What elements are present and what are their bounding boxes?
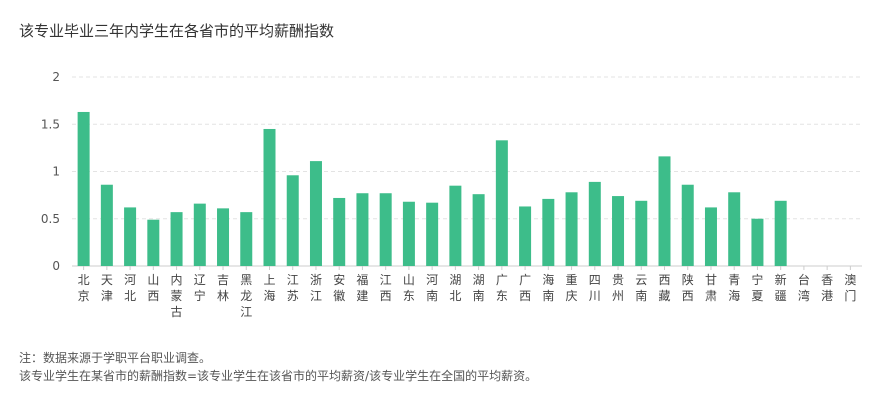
x-tick-label: 宁夏 bbox=[751, 272, 763, 303]
x-tick-label: 广东 bbox=[496, 273, 508, 303]
y-tick-label: 0 bbox=[52, 259, 60, 273]
bar bbox=[217, 208, 230, 266]
bar bbox=[774, 200, 787, 266]
x-tick-label: 海南 bbox=[542, 272, 554, 303]
x-tick-label: 福建 bbox=[356, 272, 368, 303]
x-tick-label: 北京 bbox=[78, 273, 90, 303]
y-tick-label: 1 bbox=[52, 165, 60, 179]
x-tick-label: 云南 bbox=[635, 273, 647, 303]
bar bbox=[240, 212, 253, 266]
bar bbox=[495, 140, 508, 266]
x-tick-label: 台湾 bbox=[798, 272, 810, 303]
x-tick-label: 湖南 bbox=[473, 272, 485, 303]
bar bbox=[170, 212, 183, 266]
bar bbox=[588, 181, 601, 266]
bar bbox=[124, 207, 137, 266]
bar bbox=[542, 198, 555, 266]
bar bbox=[728, 192, 741, 266]
x-tick-label: 内蒙古 bbox=[171, 273, 183, 319]
bar bbox=[309, 161, 322, 266]
x-tick-label: 湖北 bbox=[449, 272, 461, 303]
x-tick-label: 陕西 bbox=[682, 272, 694, 303]
bar bbox=[147, 219, 160, 266]
x-tick-label: 江西 bbox=[380, 273, 392, 303]
bar bbox=[449, 185, 462, 266]
bar bbox=[704, 207, 717, 266]
bar bbox=[635, 200, 648, 266]
x-tick-label: 四川 bbox=[589, 273, 601, 303]
bar bbox=[333, 197, 346, 266]
x-tick-label: 贵州 bbox=[612, 273, 624, 303]
chart-notes: 注：数据来源于学职平台职业调查。 该专业学生在某省市的薪酬指数=该专业学生在该省… bbox=[19, 349, 537, 385]
bar bbox=[100, 184, 113, 266]
x-tick-label: 河南 bbox=[426, 273, 438, 303]
note-source: 注：数据来源于学职平台职业调查。 bbox=[19, 351, 212, 365]
bar bbox=[612, 196, 625, 266]
bar bbox=[286, 175, 299, 266]
x-tick-label: 上海 bbox=[263, 273, 275, 303]
x-tick-label: 安徽 bbox=[333, 272, 345, 303]
x-tick-label: 青海 bbox=[728, 273, 740, 303]
x-tick-label: 广西 bbox=[519, 273, 531, 303]
bar bbox=[658, 156, 671, 266]
x-tick-label: 江苏 bbox=[287, 273, 299, 303]
x-tick-label: 吉林 bbox=[217, 273, 229, 303]
x-tick-label: 重庆 bbox=[566, 273, 578, 303]
bar bbox=[519, 206, 532, 266]
bar bbox=[356, 193, 369, 266]
y-tick-label: 0.5 bbox=[41, 212, 60, 226]
x-tick-label: 甘肃 bbox=[705, 273, 717, 303]
x-tick-label: 新疆 bbox=[775, 272, 787, 303]
bar bbox=[751, 218, 764, 266]
x-tick-label: 山西 bbox=[147, 273, 159, 303]
x-tick-label: 澳门 bbox=[844, 273, 856, 303]
y-tick-label: 1.5 bbox=[41, 117, 60, 131]
bar bbox=[472, 194, 485, 266]
x-tick-label: 河北 bbox=[124, 273, 136, 303]
chart-title: 该专业毕业三年内学生在各省市的平均薪酬指数 bbox=[19, 22, 335, 40]
bar bbox=[77, 111, 90, 266]
x-tick-label: 天津 bbox=[101, 273, 113, 303]
bar bbox=[565, 192, 578, 266]
x-tick-label: 香港 bbox=[821, 273, 833, 303]
y-tick-label: 2 bbox=[52, 70, 60, 84]
bar bbox=[402, 201, 415, 266]
note-definition: 该专业学生在某省市的薪酬指数=该专业学生在该省市的平均薪资/该专业学生在全国的平… bbox=[19, 369, 538, 383]
x-tick-label: 黑龙江 bbox=[240, 273, 252, 319]
x-tick-label: 辽宁 bbox=[194, 273, 206, 303]
bar bbox=[263, 128, 276, 266]
x-tick-label: 西藏 bbox=[658, 273, 670, 303]
bar bbox=[193, 203, 206, 266]
bar bbox=[426, 202, 439, 266]
bar-chart: 0 0.5 1 1.5 2 北京天津河北山西内蒙古辽宁吉林黑龙江上海江苏浙江安徽福建江西山… bbox=[41, 70, 862, 319]
x-tick-label: 山东 bbox=[403, 273, 415, 303]
bar bbox=[379, 193, 392, 266]
x-tick-label: 浙江 bbox=[310, 273, 322, 303]
bar bbox=[681, 184, 694, 266]
